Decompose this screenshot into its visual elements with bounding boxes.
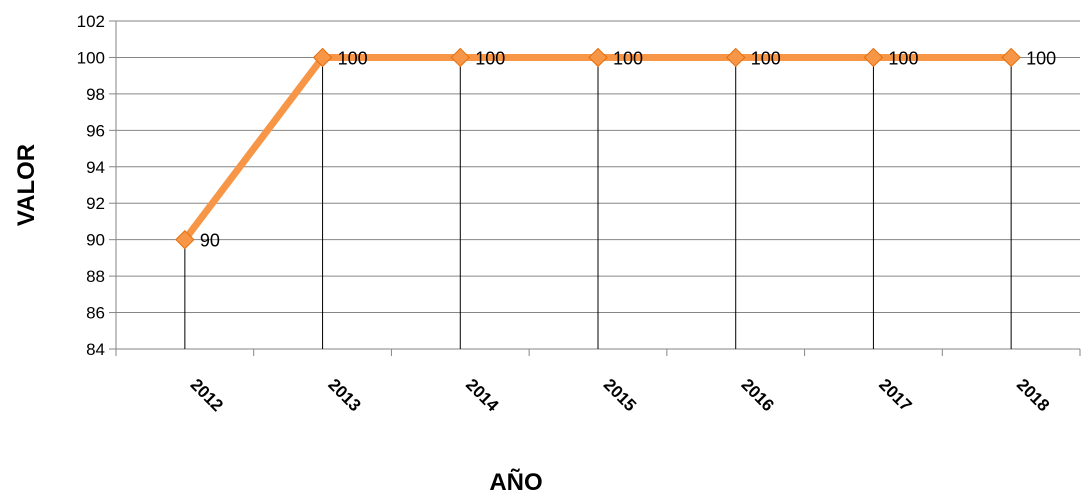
data-label: 100 bbox=[613, 48, 643, 68]
data-label: 100 bbox=[338, 48, 368, 68]
y-tick-label: 86 bbox=[86, 304, 105, 323]
data-label: 100 bbox=[751, 48, 781, 68]
data-point-marker bbox=[175, 229, 195, 250]
y-tick-label: 92 bbox=[86, 194, 105, 213]
drop-lines-layer bbox=[184, 57, 1012, 349]
x-axis-title: AÑO bbox=[489, 468, 542, 496]
data-point-marker bbox=[588, 47, 608, 68]
label-layer: 90 100 100 100 100 100 100 bbox=[200, 48, 1056, 250]
data-point-marker bbox=[1001, 47, 1021, 68]
y-tick-label: 94 bbox=[86, 158, 105, 177]
data-label: 100 bbox=[1026, 48, 1056, 68]
y-tick-label: 102 bbox=[77, 12, 105, 31]
axis-layer: 84 86 88 90 92 94 96 98 100 102 2012 2013 2014 2015 20… bbox=[77, 12, 1081, 416]
data-point-marker bbox=[726, 47, 746, 68]
y-tick-label: 100 bbox=[77, 48, 105, 67]
x-tick-label: 2016 bbox=[738, 375, 778, 415]
x-tick-label: 2012 bbox=[187, 375, 227, 415]
y-tick-label: 96 bbox=[86, 121, 105, 140]
data-point-marker bbox=[863, 47, 884, 68]
x-tick-label: 2015 bbox=[600, 375, 640, 415]
data-label: 100 bbox=[475, 48, 505, 68]
y-tick-label: 84 bbox=[86, 340, 105, 359]
x-tick-label: 2017 bbox=[875, 375, 915, 415]
y-tick-label: 98 bbox=[86, 85, 105, 104]
data-point-marker bbox=[312, 47, 333, 68]
y-tick-label: 90 bbox=[86, 231, 105, 250]
data-label: 100 bbox=[888, 48, 918, 68]
data-point-marker bbox=[450, 47, 470, 68]
x-tick-label: 2013 bbox=[324, 375, 364, 415]
x-tick-label: 2018 bbox=[1013, 375, 1053, 415]
data-label: 90 bbox=[200, 231, 220, 251]
x-tick-label: 2014 bbox=[462, 375, 503, 416]
y-tick-label: 88 bbox=[86, 267, 105, 286]
y-axis-title: VALOR bbox=[13, 144, 40, 226]
series-layer bbox=[175, 47, 1021, 250]
